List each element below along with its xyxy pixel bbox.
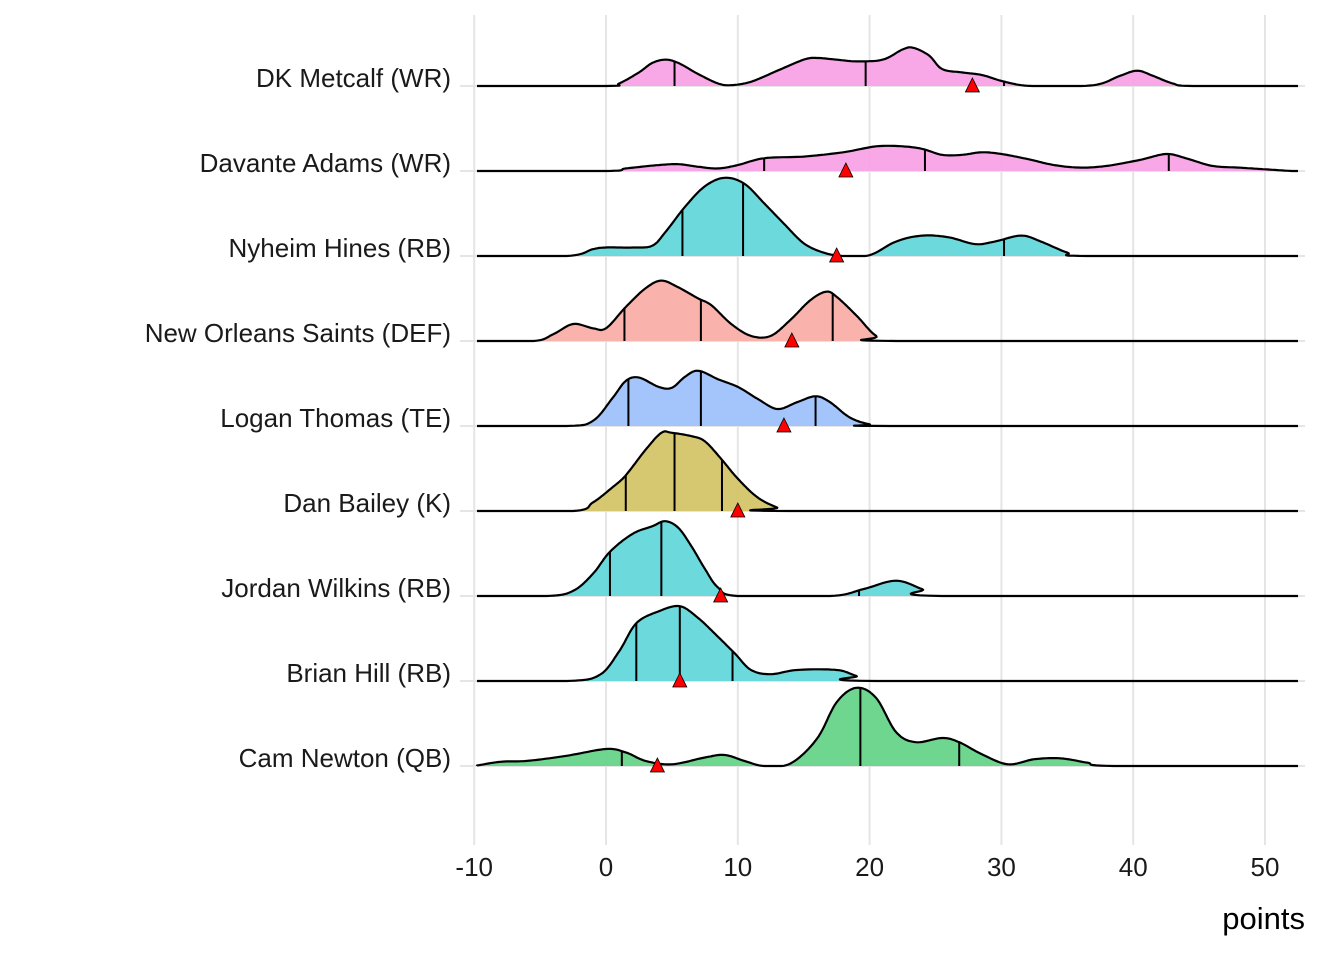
density-outline: [476, 520, 1298, 598]
density-outline: [477, 604, 1298, 683]
density-outline: [475, 686, 1298, 768]
actual-points-marker: [713, 587, 729, 603]
density-outline: [477, 176, 1298, 258]
x-tick-label: 20: [855, 852, 884, 882]
density-outline: [476, 279, 1298, 343]
ridge-dan-bailey-k: [474, 430, 1298, 518]
y-axis-label: Jordan Wilkins (RB): [221, 573, 451, 603]
density-area: [474, 521, 1292, 596]
y-axis-label: Brian Hill (RB): [286, 658, 451, 688]
y-axis-label: DK Metcalf (WR): [256, 63, 451, 93]
x-tick-label: 50: [1251, 852, 1280, 882]
ridge-new-orleans-saints-def: [474, 279, 1298, 348]
density-area: [474, 280, 1292, 341]
y-axis-label: New Orleans Saints (DEF): [145, 318, 451, 348]
ridge-brian-hill-rb: [474, 604, 1298, 688]
y-axis-label: Cam Newton (QB): [239, 743, 451, 773]
density-area: [474, 47, 1292, 86]
x-tick-label: 10: [723, 852, 752, 882]
ridge-logan-thomas-te: [474, 369, 1298, 433]
y-axis-labels: DK Metcalf (WR) Davante Adams (WR) Nyheim …: [145, 63, 451, 773]
actual-points-marker: [730, 502, 746, 518]
y-axis-label: Davante Adams (WR): [200, 148, 451, 178]
y-axis-label: Logan Thomas (TE): [220, 403, 451, 433]
density-area: [474, 606, 1292, 681]
density-area: [474, 687, 1292, 766]
x-axis-ticks: -10 0 10 20 30 40 50: [455, 852, 1279, 882]
actual-points-marker: [829, 247, 845, 263]
y-axis-label: Dan Bailey (K): [283, 488, 451, 518]
ridge-cam-newton-qb: [474, 686, 1298, 773]
ridge-nyheim-hines-rb: [474, 176, 1298, 263]
actual-points-marker: [649, 757, 666, 773]
ridge-dk-metcalf-wr: [474, 46, 1298, 93]
ridges: [474, 46, 1298, 773]
density-outline: [477, 144, 1298, 173]
actual-points-marker: [776, 417, 792, 433]
density-area: [474, 177, 1292, 256]
actual-points-marker: [672, 672, 688, 688]
density-outline: [477, 46, 1298, 88]
ridge-jordan-wilkins-rb: [474, 520, 1298, 603]
x-tick-label: 0: [599, 852, 613, 882]
actual-points-marker: [964, 77, 981, 93]
density-area: [474, 431, 1292, 511]
ridge-davante-adams-wr: [474, 144, 1298, 178]
x-tick-label: -10: [455, 852, 493, 882]
density-outline: [477, 430, 1298, 513]
actual-points-marker: [784, 332, 800, 348]
actual-points-marker: [838, 162, 854, 178]
x-tick-label: 30: [987, 852, 1016, 882]
y-axis-label: Nyheim Hines (RB): [229, 233, 452, 263]
x-axis-title: points: [1222, 901, 1305, 936]
density-outline: [477, 369, 1298, 428]
density-area: [474, 370, 1292, 426]
x-tick-label: 40: [1119, 852, 1148, 882]
